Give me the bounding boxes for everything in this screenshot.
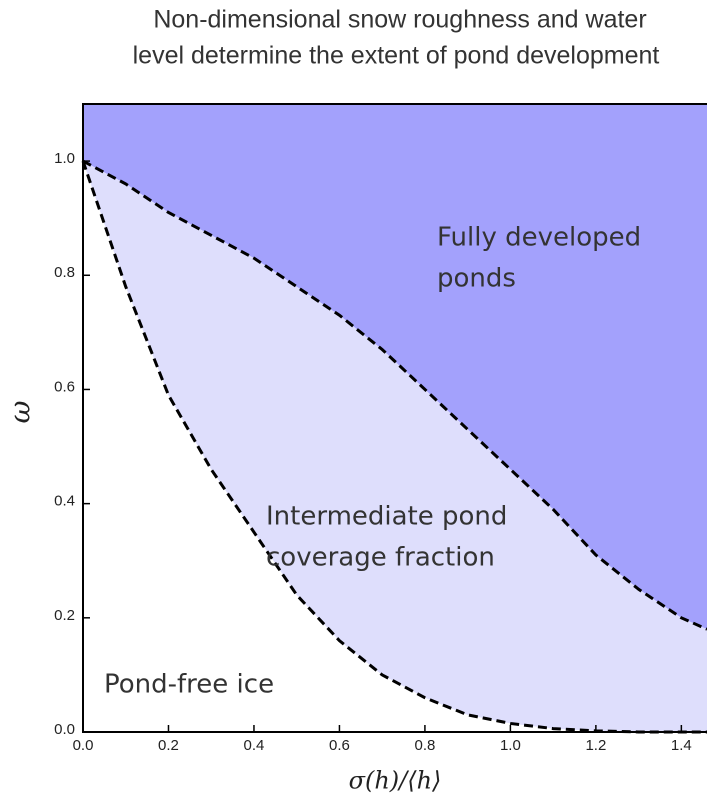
chart-title: Non-dimensional snow roughness and water [153, 6, 646, 34]
annotation: coverage fraction [266, 543, 495, 573]
annotation: Intermediate pond [266, 502, 507, 532]
annotation: ponds [437, 264, 516, 294]
y-tick-label: 1.0 [54, 150, 75, 167]
y-tick-label: 0.2 [54, 607, 75, 624]
x-tick-label: 0.0 [73, 737, 94, 754]
annotation: Fully developed [437, 223, 641, 253]
x-axis-label: σ(h)/⟨h⟩ [349, 767, 442, 795]
y-tick-label: 0.8 [54, 264, 75, 281]
annotation: Pond-free ice [104, 670, 274, 700]
region [83, 161, 707, 732]
x-tick-label: 0.2 [158, 737, 179, 754]
x-tick-label: 0.8 [414, 737, 435, 754]
boundary-line [82, 159, 707, 631]
y-axis-label: ω [4, 400, 37, 423]
x-tick-label: 0.6 [329, 737, 350, 754]
y-tick-label: 0.0 [54, 721, 75, 738]
x-tick-label: 1.4 [671, 737, 692, 754]
y-tick-label: 0.6 [54, 378, 75, 395]
x-tick-label: 0.4 [244, 737, 265, 754]
x-tick-label: 1.0 [500, 737, 521, 754]
region [83, 104, 707, 630]
x-tick-label: 1.2 [585, 737, 606, 754]
y-tick-label: 0.4 [54, 493, 75, 510]
plot-frame [82, 103, 707, 733]
chart-title: level determine the extent of pond devel… [133, 42, 660, 70]
